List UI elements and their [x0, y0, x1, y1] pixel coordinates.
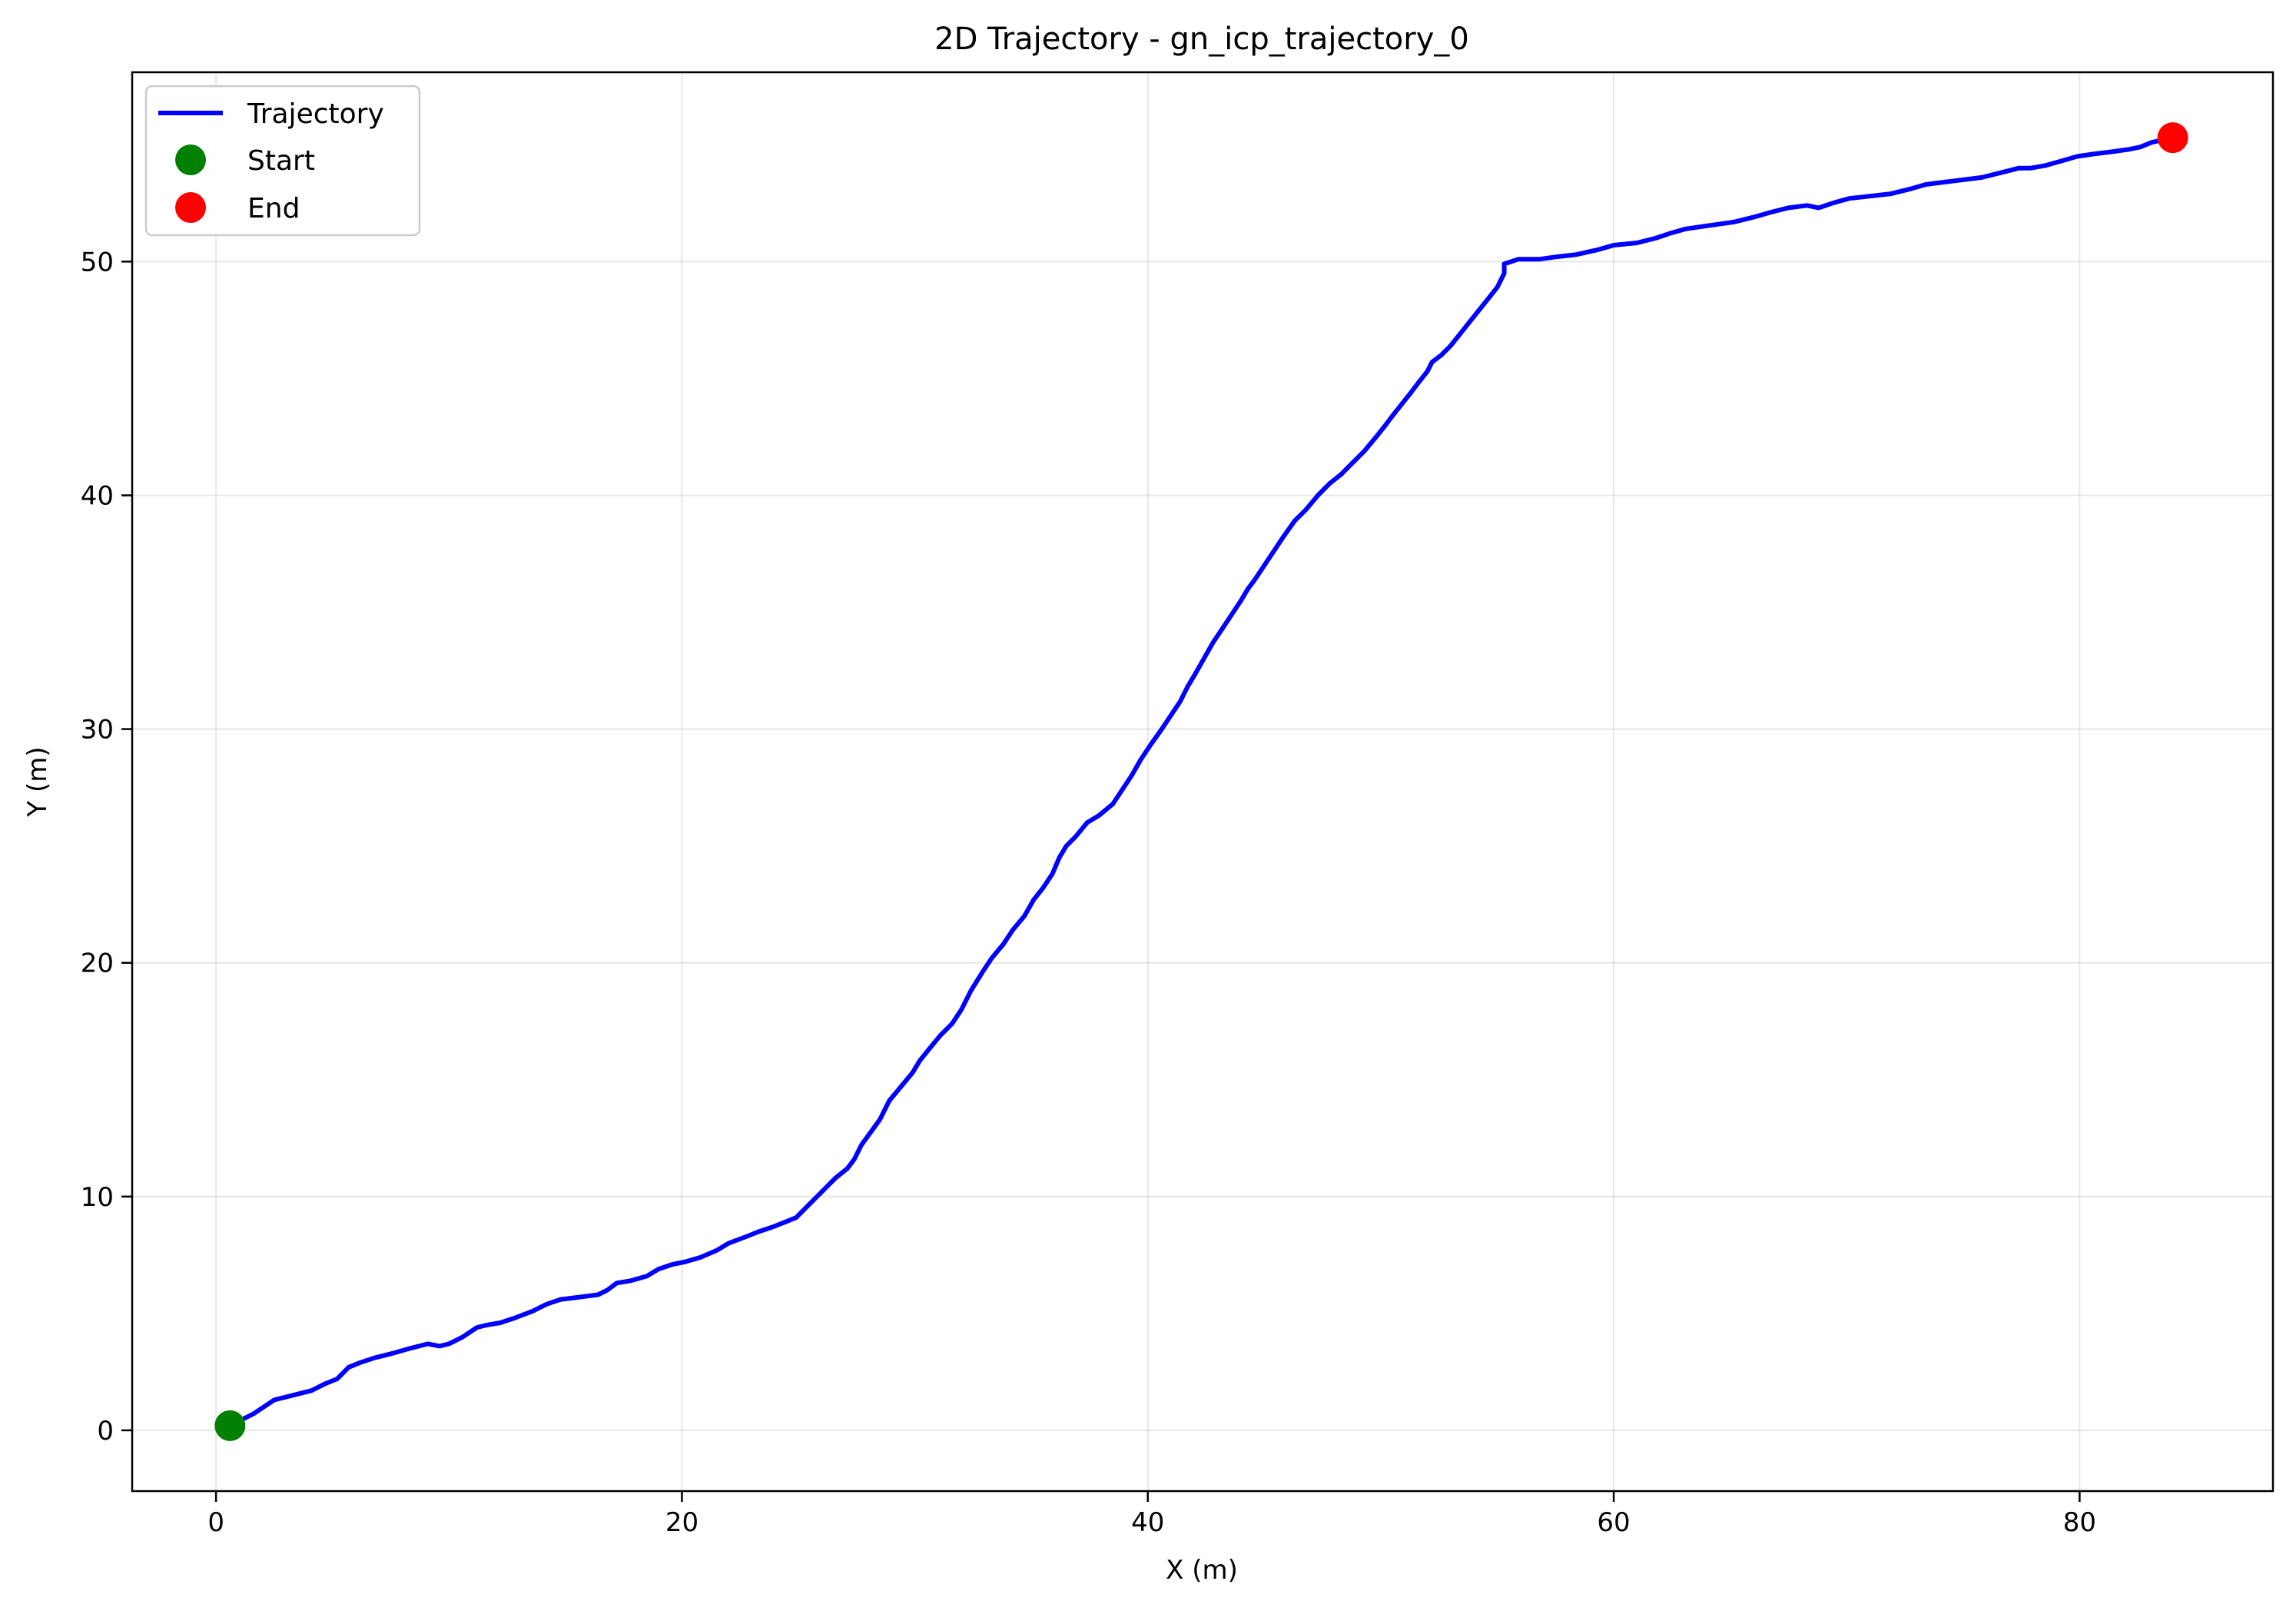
y-axis-ticks: 0 10 20 30 40 50 — [81, 247, 132, 1447]
legend-marker-end — [175, 192, 206, 223]
legend-label-start: Start — [247, 145, 315, 177]
legend-label-end: End — [247, 193, 300, 224]
legend-marker-start — [175, 144, 206, 175]
x-tick-label: 20 — [665, 1507, 698, 1538]
x-tick-label: 60 — [1597, 1507, 1630, 1538]
y-tick-label: 10 — [81, 1182, 114, 1213]
legend: Trajectory Start End — [144, 85, 421, 237]
trajectory-line — [227, 135, 2175, 1428]
y-tick-label: 20 — [81, 948, 114, 979]
legend-box — [144, 85, 421, 237]
legend-label-trajectory: Trajectory — [247, 98, 384, 130]
y-axis-label: Y (m) — [22, 746, 53, 817]
marker-layer — [214, 122, 2188, 1441]
x-tick-label: 0 — [207, 1507, 224, 1538]
end-marker — [2157, 122, 2188, 154]
grid — [132, 72, 2273, 1491]
x-axis-label: X (m) — [1166, 1555, 1238, 1586]
y-tick-label: 50 — [81, 247, 114, 277]
series-layer — [227, 135, 2175, 1428]
y-tick-label: 0 — [97, 1416, 114, 1447]
x-axis-ticks: 0 20 40 60 80 — [207, 1491, 2096, 1538]
x-tick-label: 80 — [2063, 1507, 2096, 1538]
y-tick-label: 30 — [81, 715, 114, 746]
start-marker — [214, 1410, 246, 1441]
chart-title: 2D Trajectory - gn_icp_trajectory_0 — [934, 22, 1469, 57]
x-tick-label: 40 — [1131, 1507, 1164, 1538]
y-tick-label: 40 — [81, 480, 114, 511]
axes-frame — [131, 71, 2274, 1493]
